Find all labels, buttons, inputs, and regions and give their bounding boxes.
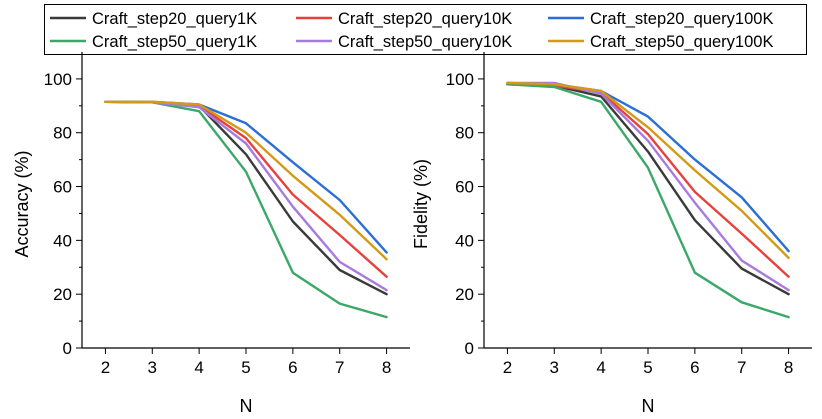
x-tick-label: 8 <box>382 358 391 377</box>
legend-entry: Craft_step50_query100K <box>548 33 773 51</box>
legend-frame <box>44 4 807 55</box>
fidelity-chart: Fidelity (%) N 0 20 40 60 80 100 2 3 4 5 6 7 8 <box>411 52 812 416</box>
y-tick-label: 80 <box>53 124 72 143</box>
x-tick-label: 2 <box>101 358 110 377</box>
x-tick-label: 6 <box>288 358 297 377</box>
x-tick-label: 8 <box>784 358 793 377</box>
y-tick-label: 0 <box>465 339 474 358</box>
y-tick-label: 80 <box>455 124 474 143</box>
legend-entry: Craft_step50_query10K <box>296 33 512 51</box>
y-tick-label: 40 <box>455 231 474 250</box>
y-tick-label: 20 <box>53 285 72 304</box>
x-tick-label: 3 <box>550 358 559 377</box>
y-tick-label: 60 <box>53 178 72 197</box>
x-axis-label: N <box>240 396 253 416</box>
series-line-Craft_step50_query10K <box>506 81 790 292</box>
series-line-Craft_step50_query1K <box>506 83 790 319</box>
y-tick-label: 100 <box>446 70 474 89</box>
series-line-Craft_step20_query10K <box>104 100 388 278</box>
legend-entry: Craft_step50_query1K <box>50 33 257 51</box>
series-line-Craft_step50_query100K <box>104 100 388 261</box>
legend-label: Craft_step20_query1K <box>92 10 257 28</box>
x-tick-label: 7 <box>335 358 344 377</box>
legend-entry: Craft_step20_query1K <box>50 10 257 28</box>
y-tick-label: 60 <box>455 178 474 197</box>
series-line-Craft_step50_query100K <box>506 81 790 260</box>
legend-entry: Craft_step20_query10K <box>296 10 512 28</box>
y-tick-label: 20 <box>455 285 474 304</box>
legend: Craft_step20_query1K Craft_step20_query1… <box>44 4 807 55</box>
series-line-Craft_step20_query10K <box>506 83 790 278</box>
x-tick-label: 6 <box>690 358 699 377</box>
legend-label: Craft_step50_query10K <box>338 33 512 51</box>
series-line-Craft_step20_query100K <box>104 100 388 254</box>
y-axis-label: Accuracy (%) <box>12 150 32 257</box>
legend-label: Craft_step20_query100K <box>590 10 773 28</box>
x-tick-label: 4 <box>194 358 203 377</box>
accuracy-chart: Accuracy (%) N 0 20 40 60 80 100 2 3 4 5 6 7 8 <box>12 52 410 416</box>
x-tick-label: 7 <box>737 358 746 377</box>
y-axis-label: Fidelity (%) <box>411 159 431 249</box>
series-line-Craft_step50_query10K <box>104 100 388 292</box>
x-tick-label: 4 <box>596 358 605 377</box>
x-tick-label: 5 <box>241 358 250 377</box>
legend-label: Craft_step20_query10K <box>338 10 512 28</box>
x-tick-label: 2 <box>503 358 512 377</box>
legend-entry: Craft_step20_query100K <box>548 10 773 28</box>
x-axis-label: N <box>642 396 655 416</box>
legend-label: Craft_step50_query100K <box>590 33 773 51</box>
y-tick-label: 100 <box>44 70 72 89</box>
x-tick-label: 5 <box>643 358 652 377</box>
y-tick-label: 40 <box>53 231 72 250</box>
x-tick-label: 3 <box>148 358 157 377</box>
y-tick-label: 0 <box>63 339 72 358</box>
legend-label: Craft_step50_query1K <box>92 33 257 51</box>
